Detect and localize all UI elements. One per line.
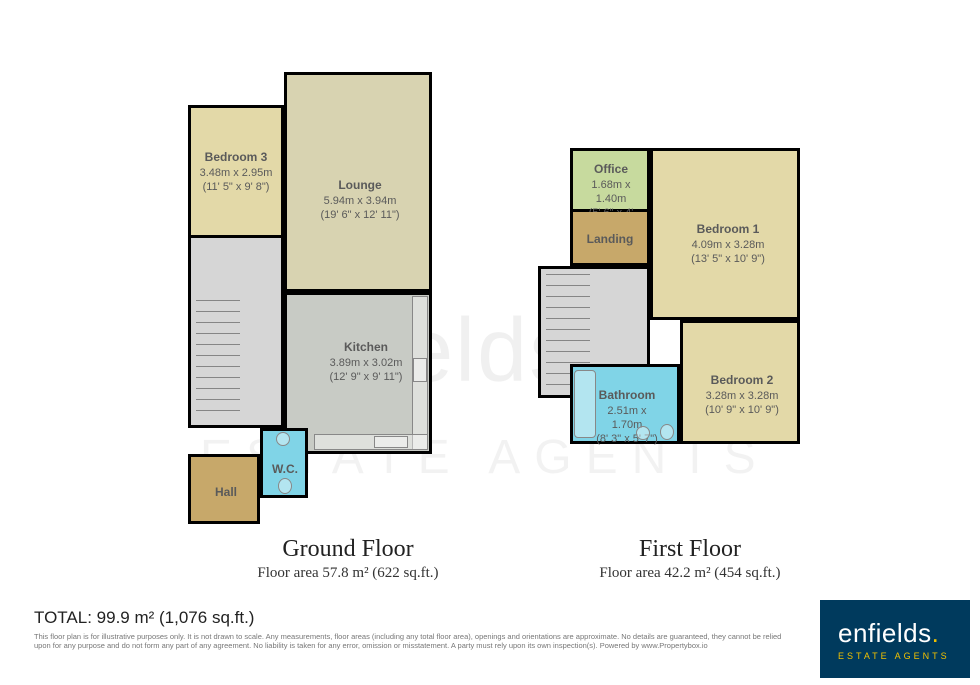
logo-brand-text: enfields. xyxy=(838,618,952,649)
stairs-ground xyxy=(196,300,240,420)
logo-enfields: enfields. ESTATE AGENTS xyxy=(820,600,970,678)
room-lounge xyxy=(284,72,432,292)
logo-tag-text: ESTATE AGENTS xyxy=(838,651,952,661)
bathroom-tub xyxy=(574,370,596,438)
room-bedroom3 xyxy=(188,105,284,238)
wc-toilet xyxy=(278,478,292,494)
room-office xyxy=(570,148,650,212)
kitchen-hob xyxy=(413,358,427,382)
kitchen-counter-bottom xyxy=(314,434,428,450)
first-floor-title: First Floor Floor area 42.2 m² (454 sq.f… xyxy=(560,536,820,582)
room-bedroom1 xyxy=(650,148,800,320)
ground-floor-title: Ground Floor Floor area 57.8 m² (622 sq.… xyxy=(218,536,478,582)
logo-dot-icon: . xyxy=(932,618,940,648)
room-hall xyxy=(188,454,260,524)
bathroom-toilet xyxy=(660,424,674,440)
wc-basin xyxy=(276,432,290,446)
total-area: TOTAL: 99.9 m² (1,076 sq.ft.) xyxy=(34,608,254,628)
disclaimer-text: This floor plan is for illustrative purp… xyxy=(34,632,794,651)
bathroom-basin xyxy=(636,426,650,440)
room-bedroom2 xyxy=(680,320,800,444)
room-landing xyxy=(570,212,650,266)
kitchen-sink xyxy=(374,436,408,448)
